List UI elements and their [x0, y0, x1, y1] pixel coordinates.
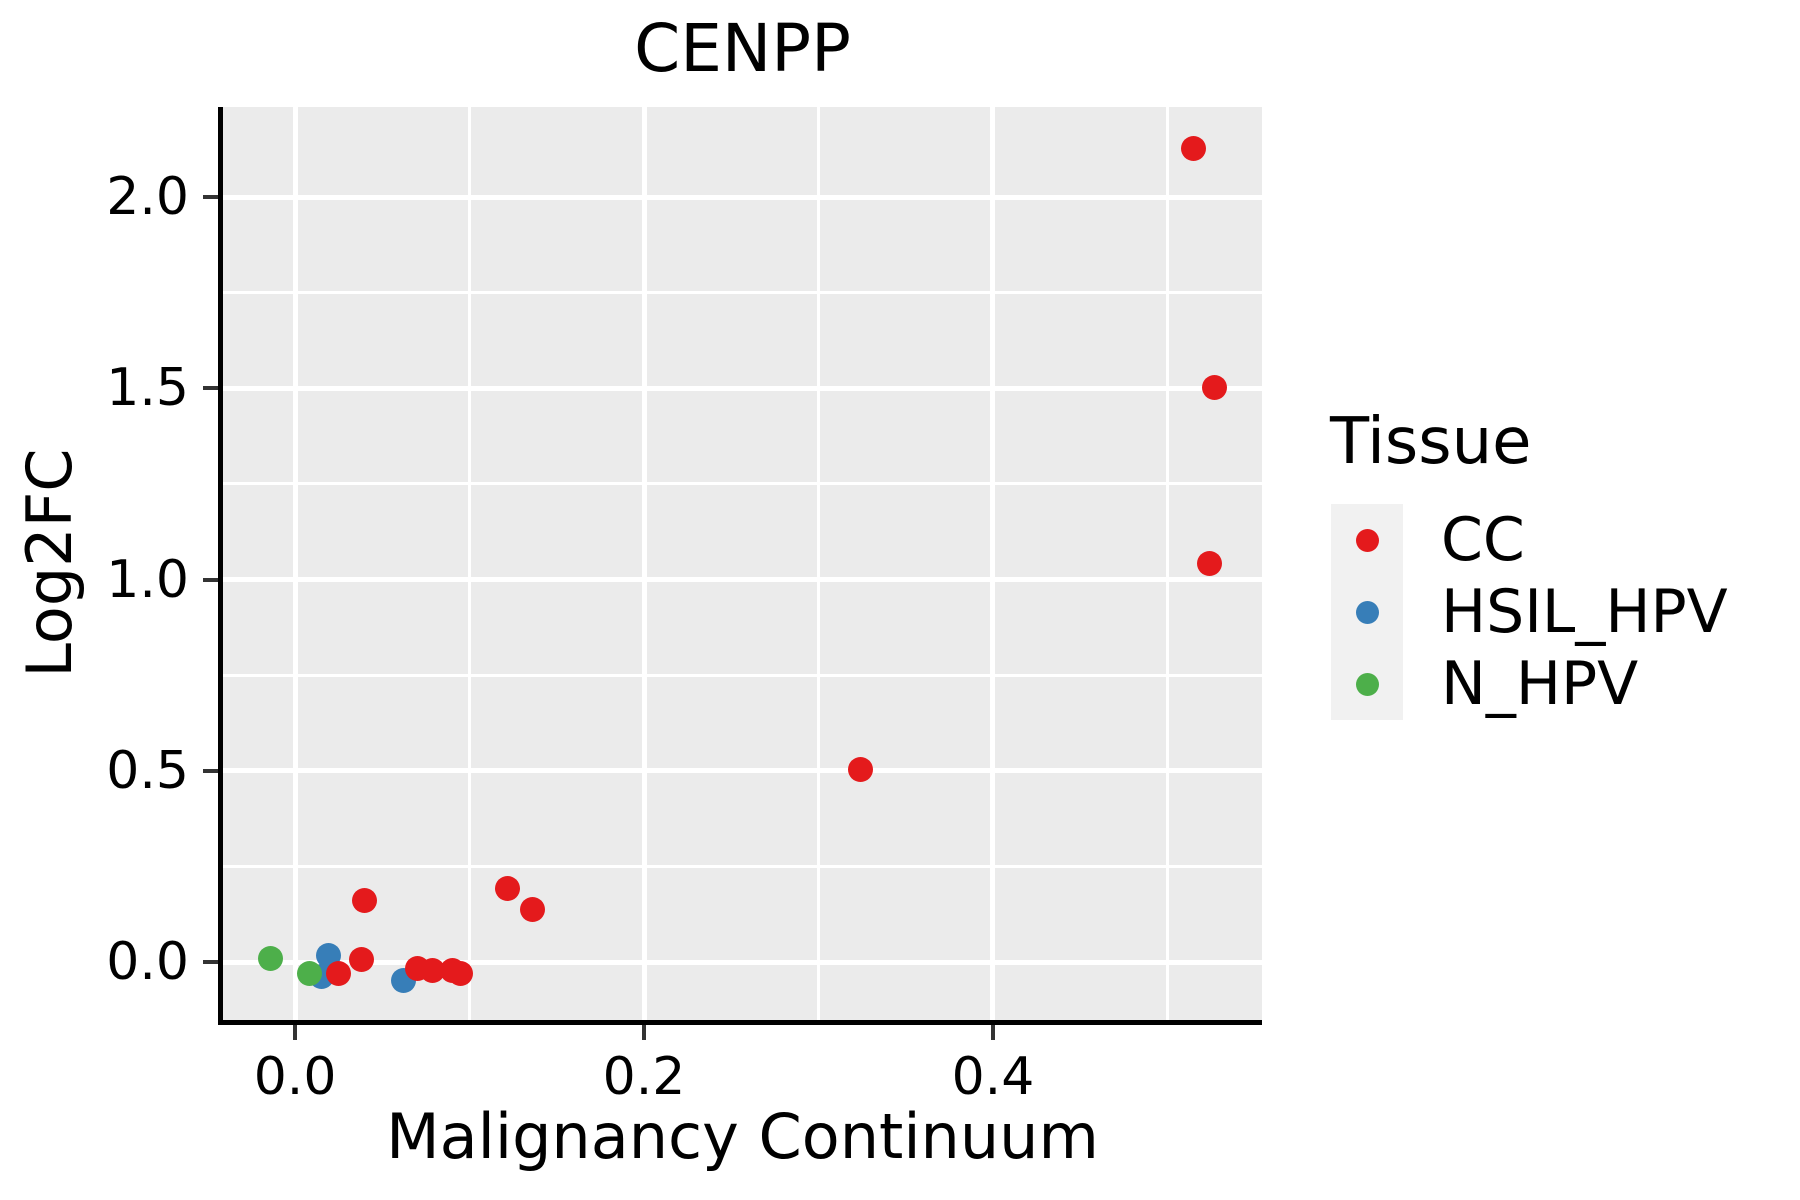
- data-point-CC: [1181, 135, 1207, 161]
- gridline-x-minor: [468, 107, 472, 1020]
- data-point-CC: [326, 960, 352, 986]
- data-point-CC: [519, 897, 545, 923]
- data-point-CC: [348, 946, 374, 972]
- y-tick-label: 1.0: [106, 549, 189, 610]
- x-tick-label: 0.0: [253, 1047, 337, 1107]
- legend-item-N_HPV: N_HPV: [1331, 648, 1728, 720]
- legend-key-box: [1331, 504, 1403, 576]
- data-point-N_HPV: [258, 946, 284, 972]
- gridline-x-major: [990, 107, 996, 1020]
- gridline-y-major: [223, 959, 1262, 965]
- y-tick-label: 1.5: [106, 358, 189, 419]
- gridline-y-major: [223, 385, 1262, 391]
- gridline-x-minor: [816, 107, 820, 1020]
- x-tick-mark: [990, 1025, 995, 1040]
- y-axis-title: Log2FC: [13, 448, 86, 678]
- data-point-CC: [1196, 550, 1222, 576]
- y-tick-label: 0.0: [106, 932, 189, 992]
- legend-dot-icon: [1355, 672, 1379, 696]
- data-point-CC: [847, 757, 873, 783]
- y-tick-mark: [203, 195, 218, 199]
- x-axis-title: Malignancy Continuum: [386, 1100, 1099, 1173]
- legend: Tissue CC HSIL_HPV N_HPV: [1330, 405, 1728, 720]
- plot-panel: 0.0 0.2 0.4 0.0 0.5 1.0 1.5 2.0: [106, 107, 1262, 1107]
- legend-item-CC: CC: [1331, 504, 1728, 576]
- gridline-y-minor: [223, 291, 1262, 295]
- legend-item-HSIL_HPV: HSIL_HPV: [1331, 576, 1728, 648]
- legend-key-box: [1331, 576, 1403, 648]
- y-axis-line: [218, 107, 223, 1025]
- data-point-CC: [495, 876, 521, 902]
- gridline-x-minor: [1165, 107, 1169, 1020]
- legend-label: N_HPV: [1441, 649, 1639, 719]
- data-point-N_HPV: [296, 961, 322, 987]
- plot-title: CENPP: [634, 10, 851, 87]
- y-tick-label: 0.5: [106, 740, 189, 801]
- gridline-y-major: [223, 577, 1262, 582]
- legend-label: HSIL_HPV: [1441, 577, 1728, 647]
- legend-keys: CC HSIL_HPV N_HPV: [1331, 504, 1728, 720]
- gridline-y-minor: [223, 482, 1262, 486]
- y-tick-mark: [203, 386, 218, 391]
- data-point-CC: [448, 960, 474, 986]
- data-point-CC: [352, 888, 378, 914]
- legend-label: CC: [1441, 505, 1525, 575]
- legend-title: Tissue: [1330, 405, 1532, 479]
- x-tick-mark: [642, 1025, 646, 1040]
- x-tick-label: 0.4: [951, 1047, 1035, 1107]
- x-tick-label: 0.2: [602, 1047, 686, 1107]
- gridline-y-minor: [223, 673, 1262, 677]
- y-tick-mark: [203, 768, 218, 773]
- gridline-x-major: [641, 107, 647, 1020]
- data-point-CC: [1202, 375, 1228, 401]
- legend-dot-icon: [1355, 528, 1379, 552]
- legend-key-box: [1331, 648, 1403, 720]
- gridline-x-major: [292, 107, 298, 1020]
- y-tick-mark: [203, 960, 218, 964]
- x-axis-line: [218, 1020, 1262, 1025]
- y-tick-label: 2.0: [106, 167, 189, 227]
- gridline-y-major: [223, 194, 1262, 200]
- legend-dot-icon: [1355, 600, 1379, 624]
- x-tick-mark: [293, 1025, 298, 1040]
- gridline-y-major: [223, 768, 1262, 774]
- gridline-y-minor: [223, 864, 1262, 868]
- y-tick-mark: [203, 577, 218, 582]
